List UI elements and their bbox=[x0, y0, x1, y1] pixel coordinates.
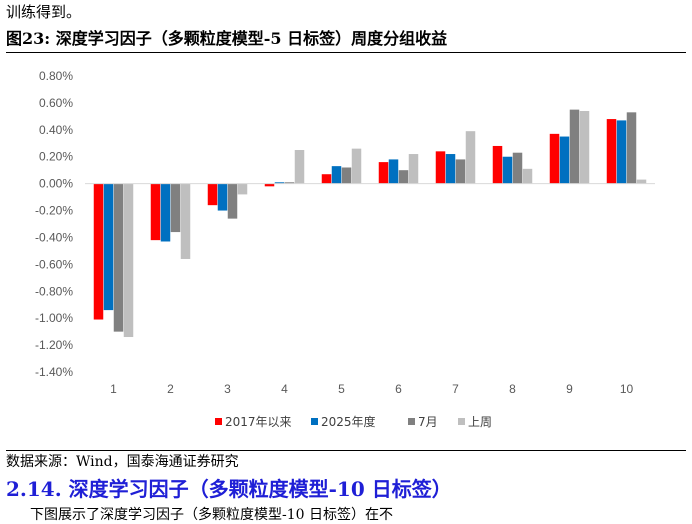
body-text-line: 下图展示了深度学习因子（多颗粒度模型-10 日标签）在不 bbox=[30, 507, 393, 523]
bar bbox=[180, 183, 191, 259]
bar bbox=[579, 110, 590, 184]
x-tick-label: 10 bbox=[620, 382, 634, 396]
x-tick-label: 9 bbox=[566, 382, 573, 396]
bar bbox=[465, 131, 476, 184]
bar bbox=[274, 182, 285, 184]
bar bbox=[160, 183, 171, 242]
bar bbox=[321, 174, 332, 184]
bar bbox=[492, 145, 503, 184]
source-note: 数据来源：Wind，国泰海通证券研究 bbox=[6, 454, 239, 470]
bar bbox=[123, 183, 134, 338]
bar bbox=[264, 183, 275, 187]
legend-label: 上周 bbox=[468, 415, 492, 429]
bar bbox=[378, 162, 389, 184]
bar bbox=[502, 156, 513, 184]
y-tick-label: -0.40% bbox=[35, 230, 73, 244]
bar bbox=[606, 119, 617, 184]
figure-title: 图23: 深度学习因子（多颗粒度模型-5 日标签）周度分组收益 bbox=[6, 29, 448, 48]
bars-group bbox=[93, 109, 647, 338]
bar bbox=[549, 133, 560, 184]
bar bbox=[103, 183, 114, 311]
legend-label: 7月 bbox=[418, 415, 438, 429]
bar bbox=[398, 170, 409, 184]
bar bbox=[170, 183, 181, 233]
y-tick-label: 0.20% bbox=[39, 150, 73, 164]
bar bbox=[341, 167, 352, 184]
grouped-bar-chart: 0.80% 0.60% 0.40% 0.20% 0.00% -0.20% -0.40% -0.… bbox=[35, 69, 655, 429]
bar bbox=[435, 151, 446, 184]
bar bbox=[351, 148, 362, 184]
bar bbox=[294, 150, 305, 184]
y-tick-label: -0.20% bbox=[35, 204, 73, 218]
legend-label: 2017年以来 bbox=[225, 415, 292, 429]
intro-text: 训练得到。 bbox=[6, 3, 82, 21]
bar bbox=[636, 179, 647, 184]
legend-swatch bbox=[215, 418, 222, 425]
y-tick-label: 0.00% bbox=[39, 177, 73, 191]
x-tick-label: 6 bbox=[395, 382, 402, 396]
x-tick-label: 4 bbox=[281, 382, 288, 396]
bar bbox=[408, 154, 419, 184]
bar bbox=[284, 182, 295, 184]
section-heading: 2.14. 深度学习因子（多颗粒度模型-10 日标签） bbox=[6, 477, 452, 501]
x-tick-label: 1 bbox=[110, 382, 117, 396]
bar bbox=[616, 120, 627, 184]
bar bbox=[388, 159, 399, 184]
y-tick-label: 0.80% bbox=[39, 69, 73, 83]
bar bbox=[569, 109, 580, 184]
x-tick-label: 5 bbox=[338, 382, 345, 396]
legend-label: 2025年度 bbox=[321, 414, 376, 429]
bar bbox=[227, 183, 238, 219]
bar bbox=[559, 136, 570, 184]
legend-swatch bbox=[408, 418, 415, 425]
y-tick-label: -1.00% bbox=[35, 311, 73, 325]
y-tick-label: -1.20% bbox=[35, 338, 73, 352]
bar bbox=[522, 168, 533, 184]
bar bbox=[512, 152, 523, 184]
bar bbox=[237, 183, 248, 195]
legend: 2017年以来 2025年度 7月 上周 bbox=[215, 414, 492, 429]
y-tick-label: 0.40% bbox=[39, 123, 73, 137]
bar bbox=[150, 183, 161, 241]
x-tick-label: 3 bbox=[224, 382, 231, 396]
figure-title-rule bbox=[6, 52, 686, 53]
bar bbox=[626, 112, 637, 184]
y-tick-label: -0.60% bbox=[35, 257, 73, 271]
y-tick-label: -0.80% bbox=[35, 284, 73, 298]
y-axis: 0.80% 0.60% 0.40% 0.20% 0.00% -0.20% -0.40% -0.… bbox=[35, 69, 73, 379]
bar bbox=[93, 183, 104, 320]
bar bbox=[455, 159, 466, 184]
legend-swatch bbox=[311, 418, 318, 425]
bar bbox=[217, 183, 228, 211]
x-tick-label: 8 bbox=[509, 382, 516, 396]
x-tick-label: 7 bbox=[452, 382, 459, 396]
bar bbox=[331, 166, 342, 184]
bar bbox=[207, 183, 218, 206]
y-tick-label: 0.60% bbox=[39, 96, 73, 110]
bar bbox=[445, 154, 456, 184]
x-axis: 1 2 3 4 5 6 7 8 9 10 bbox=[85, 183, 655, 396]
legend-swatch bbox=[458, 418, 465, 425]
bar bbox=[113, 183, 124, 332]
y-tick-label: -1.40% bbox=[35, 365, 73, 379]
x-tick-label: 2 bbox=[167, 382, 174, 396]
source-rule bbox=[6, 450, 686, 451]
